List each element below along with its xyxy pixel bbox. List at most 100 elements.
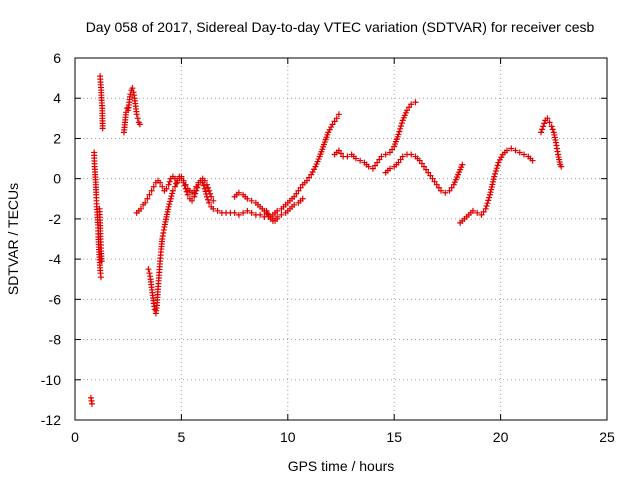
data-point (134, 115, 141, 122)
series-group (120, 85, 143, 136)
data-point (205, 196, 211, 203)
data-point (278, 211, 285, 218)
data-point (146, 191, 153, 198)
data-point (408, 101, 415, 108)
data-point (174, 177, 181, 184)
data-point (480, 208, 487, 215)
y-tick-label: -2 (49, 211, 62, 227)
data-point (416, 157, 423, 164)
series-group (382, 151, 466, 196)
data-point (203, 193, 210, 200)
data-point (264, 210, 271, 217)
data-point (423, 166, 430, 173)
data-point (194, 184, 201, 191)
data-point (433, 181, 440, 188)
data-point (395, 131, 402, 138)
x-tick-label: 20 (493, 429, 509, 445)
data-point (399, 153, 406, 160)
data-point (398, 122, 405, 129)
y-tick-label: -6 (49, 291, 62, 307)
grid-lines (75, 58, 607, 420)
data-point (485, 197, 492, 204)
data-point (492, 170, 499, 177)
series-group (87, 394, 96, 407)
data-point (248, 197, 255, 204)
series-group (133, 173, 217, 216)
data-point (529, 157, 536, 164)
data-point (173, 180, 180, 187)
data-point (333, 115, 340, 122)
data-point (448, 184, 455, 191)
data-point (474, 209, 481, 216)
data-point (398, 120, 405, 127)
data-point (540, 123, 547, 130)
data-point (127, 91, 134, 98)
data-point (235, 211, 242, 218)
data-point (335, 111, 342, 118)
data-point (133, 111, 140, 118)
series-group (538, 115, 565, 170)
data-point (548, 123, 555, 130)
data-point (168, 193, 175, 200)
data-point (418, 160, 425, 167)
data-point (442, 189, 449, 196)
data-point (539, 126, 546, 133)
data-point (167, 195, 174, 202)
data-point (435, 184, 442, 191)
data-point (192, 190, 199, 197)
data-point (425, 169, 432, 176)
data-point (329, 121, 336, 128)
data-point (386, 149, 393, 156)
data-point (98, 258, 105, 265)
data-point (397, 156, 404, 163)
data-point (205, 184, 211, 191)
data-point (459, 161, 466, 168)
data-point (295, 187, 302, 194)
data-point (203, 191, 210, 198)
data-point (274, 215, 281, 222)
x-axis-label: GPS time / hours (288, 458, 395, 474)
x-tick-label: 25 (599, 429, 615, 445)
data-point (386, 165, 393, 172)
data-point (172, 183, 179, 190)
data-point (516, 149, 523, 156)
data-point (408, 151, 415, 158)
data-point (303, 177, 310, 184)
data-point (429, 175, 436, 182)
data-points (87, 73, 565, 407)
data-point (369, 165, 376, 172)
data-point (137, 205, 144, 212)
data-point (157, 179, 164, 186)
data-point (165, 181, 172, 188)
data-point (191, 193, 198, 200)
y-tick-label: -10 (41, 372, 61, 388)
data-point (521, 151, 528, 158)
data-point (338, 150, 344, 157)
data-point (374, 159, 381, 166)
data-point (365, 163, 372, 170)
data-point (210, 197, 217, 204)
data-point (546, 119, 553, 126)
data-point (492, 168, 499, 175)
data-point (163, 185, 170, 192)
data-point (244, 207, 251, 214)
data-point (291, 193, 298, 200)
data-point (182, 185, 189, 192)
data-point (544, 115, 551, 122)
series-group (457, 145, 536, 226)
data-point (165, 203, 172, 210)
data-point (352, 155, 359, 162)
data-point (291, 201, 298, 208)
data-point (150, 183, 157, 190)
data-point (357, 157, 364, 164)
y-axis-label: SDTVAR / TECUs (5, 183, 21, 295)
data-point (148, 187, 155, 194)
data-point (558, 163, 565, 170)
data-point (541, 120, 548, 127)
data-point (331, 118, 338, 125)
data-point (263, 207, 270, 214)
x-tick-label: 15 (386, 429, 402, 445)
data-point (397, 125, 404, 132)
data-point (274, 207, 281, 214)
data-point (446, 187, 453, 194)
